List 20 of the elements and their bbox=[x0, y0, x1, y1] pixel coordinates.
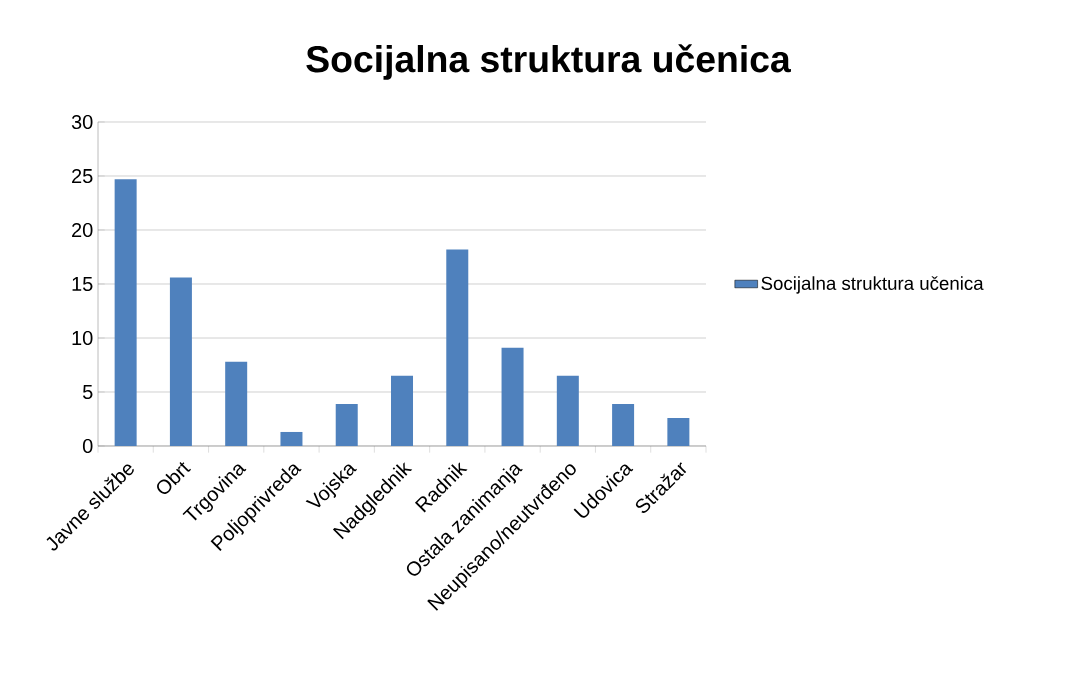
y-tick-label: 25 bbox=[72, 168, 93, 184]
bar bbox=[612, 403, 635, 446]
bar bbox=[225, 361, 248, 446]
bar bbox=[391, 375, 414, 446]
bar bbox=[169, 277, 192, 446]
bar bbox=[501, 347, 524, 446]
y-tick-label: 15 bbox=[72, 277, 93, 291]
bar bbox=[556, 375, 579, 446]
bar bbox=[280, 431, 303, 446]
bar bbox=[446, 249, 469, 446]
y-tick-label: 0 bbox=[82, 438, 93, 454]
chart-title: Socijalna struktura učenica bbox=[306, 44, 791, 80]
y-tick-label: 5 bbox=[82, 385, 93, 399]
bar bbox=[114, 179, 137, 446]
legend-label: Socijalna struktura učenica bbox=[761, 276, 984, 294]
bar bbox=[667, 417, 690, 446]
bar bbox=[335, 403, 358, 446]
y-tick-label: 10 bbox=[72, 330, 93, 346]
y-tick-label: 20 bbox=[72, 222, 93, 238]
y-tick-label: 30 bbox=[71, 114, 93, 130]
